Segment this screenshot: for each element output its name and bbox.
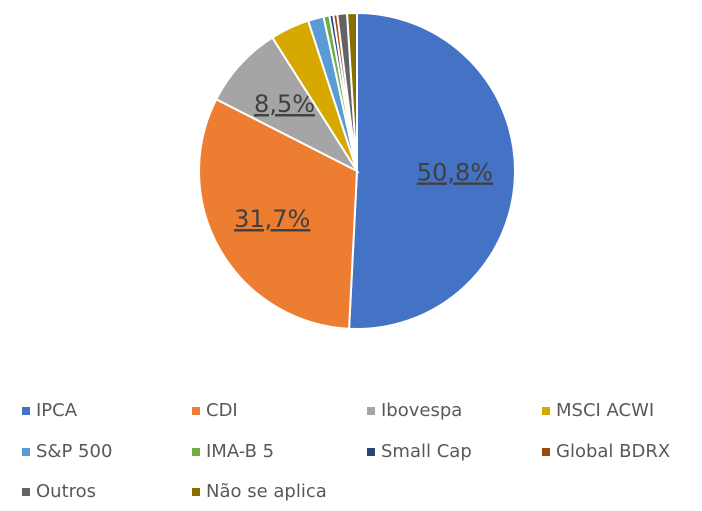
slice-label: 8,5%: [254, 90, 315, 118]
legend-swatch: [367, 407, 375, 415]
legend-swatch: [192, 448, 200, 456]
slice-label: 50,8%: [417, 158, 493, 186]
legend-label: IPCA: [36, 400, 78, 421]
legend-swatch: [192, 407, 200, 415]
slice-label: 31,7%: [234, 205, 310, 233]
legend-swatch: [367, 448, 375, 456]
legend-label: S&P 500: [36, 441, 112, 462]
legend-swatch: [22, 407, 30, 415]
legend-label: Global BDRX: [556, 441, 670, 462]
legend-label: IMA-B 5: [206, 441, 274, 462]
legend-label: CDI: [206, 400, 238, 421]
legend-swatch: [542, 448, 550, 456]
legend-label: Não se aplica: [206, 481, 327, 502]
legend-swatch: [22, 448, 30, 456]
pie-slice: [198, 97, 359, 330]
pie-slice: [346, 11, 358, 172]
pie-slice: [214, 36, 360, 174]
legend-swatch: [192, 488, 200, 496]
legend-label: Ibovespa: [381, 400, 462, 421]
legend-label: Small Cap: [381, 441, 472, 462]
legend-swatch: [22, 488, 30, 496]
pie-slice: [348, 11, 517, 330]
legend-swatch: [542, 407, 550, 415]
legend-label: Outros: [36, 481, 96, 502]
legend-label: MSCI ACWI: [556, 400, 654, 421]
